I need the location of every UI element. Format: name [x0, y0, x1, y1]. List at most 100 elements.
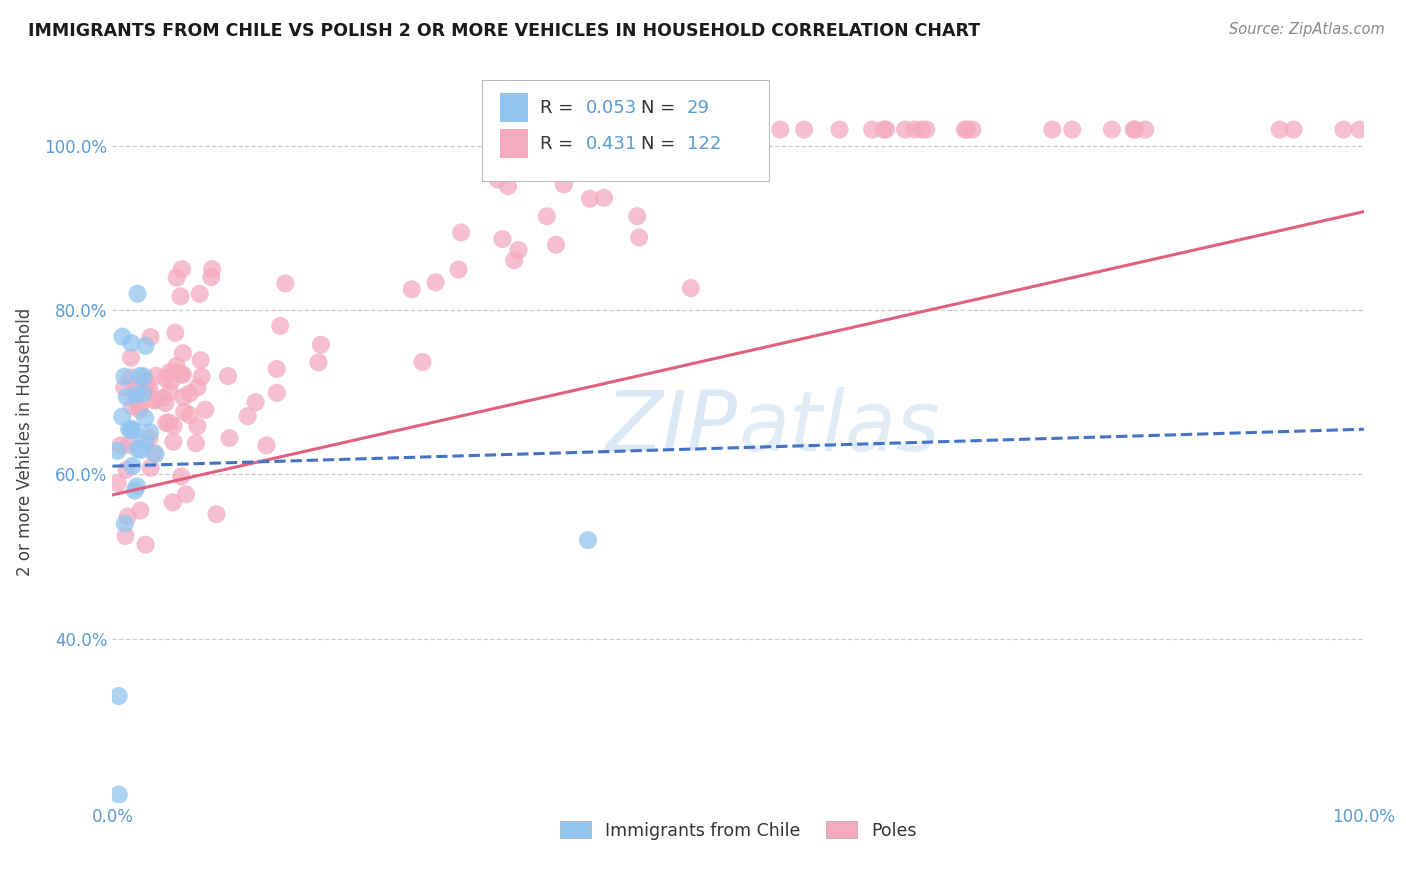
Point [128, 402, 150, 417]
Point [450, 226, 472, 240]
Text: 122: 122 [688, 135, 721, 153]
Point [956, 122, 979, 136]
Text: N =: N = [641, 99, 681, 117]
Point [962, 122, 984, 136]
Text: ZIP: ZIP [606, 386, 738, 467]
Point [162, 419, 184, 434]
Point [165, 359, 187, 373]
Text: 0.431: 0.431 [585, 135, 637, 153]
Point [112, 369, 135, 384]
Point [910, 122, 932, 136]
Point [172, 390, 194, 404]
Point [145, 447, 167, 461]
Point [172, 368, 194, 382]
Point [593, 191, 616, 205]
Text: 0.053: 0.053 [585, 99, 637, 117]
Point [737, 122, 759, 136]
Point [1062, 122, 1084, 136]
Point [731, 122, 754, 136]
Point [138, 382, 160, 396]
Point [1101, 122, 1123, 136]
Point [256, 438, 278, 452]
Point [894, 122, 917, 136]
Point [679, 281, 702, 295]
FancyBboxPatch shape [482, 80, 769, 181]
Point [553, 178, 575, 192]
Point [201, 262, 224, 277]
Point [309, 337, 332, 351]
Point [496, 179, 519, 194]
Point [245, 395, 267, 409]
Point [633, 139, 655, 153]
Point [132, 386, 155, 401]
Point [274, 277, 297, 291]
Point [125, 479, 148, 493]
Point [112, 380, 135, 394]
Point [155, 371, 177, 385]
Point [166, 270, 188, 285]
Point [163, 364, 186, 378]
Point [114, 516, 136, 531]
Point [165, 326, 187, 340]
Point [536, 209, 558, 223]
Point [652, 139, 675, 153]
Point [401, 282, 423, 296]
Point [744, 122, 766, 136]
Point [793, 122, 815, 136]
Point [860, 122, 883, 136]
Point [628, 230, 651, 244]
Point [872, 122, 894, 136]
Point [425, 276, 447, 290]
Point [117, 509, 139, 524]
Point [143, 393, 166, 408]
Point [145, 368, 167, 383]
Point [447, 262, 470, 277]
Point [107, 788, 129, 802]
Point [578, 192, 600, 206]
Point [139, 425, 162, 440]
Point [1123, 122, 1146, 136]
Point [124, 483, 146, 498]
Point [742, 122, 765, 136]
Point [134, 339, 156, 353]
Point [136, 376, 159, 390]
Point [576, 533, 599, 547]
Point [129, 503, 152, 517]
Point [828, 122, 851, 136]
FancyBboxPatch shape [501, 94, 527, 122]
Point [121, 458, 143, 473]
Point [491, 232, 513, 246]
Point [486, 172, 509, 186]
Point [129, 442, 152, 457]
Point [155, 396, 177, 410]
Point [127, 442, 149, 456]
Point [170, 469, 193, 483]
Point [142, 445, 165, 459]
Point [606, 139, 628, 153]
Point [184, 436, 207, 450]
Point [1333, 122, 1355, 136]
Point [1040, 122, 1063, 136]
Point [139, 330, 162, 344]
Point [186, 380, 208, 394]
Point [544, 237, 567, 252]
Point [120, 370, 142, 384]
Point [217, 369, 239, 384]
Point [120, 422, 142, 436]
Point [107, 443, 129, 458]
Point [725, 139, 748, 153]
Point [125, 387, 148, 401]
Point [111, 409, 134, 424]
Point [307, 355, 329, 369]
Point [120, 351, 142, 365]
Point [769, 122, 792, 136]
Point [218, 431, 240, 445]
Point [170, 368, 193, 382]
Text: IMMIGRANTS FROM CHILE VS POLISH 2 OR MORE VEHICLES IN HOUSEHOLD CORRELATION CHAR: IMMIGRANTS FROM CHILE VS POLISH 2 OR MOR… [28, 22, 980, 40]
Point [1282, 122, 1305, 136]
Point [692, 139, 714, 153]
Point [115, 390, 138, 404]
Point [107, 476, 129, 491]
Point [120, 423, 142, 437]
Text: N =: N = [641, 135, 681, 153]
